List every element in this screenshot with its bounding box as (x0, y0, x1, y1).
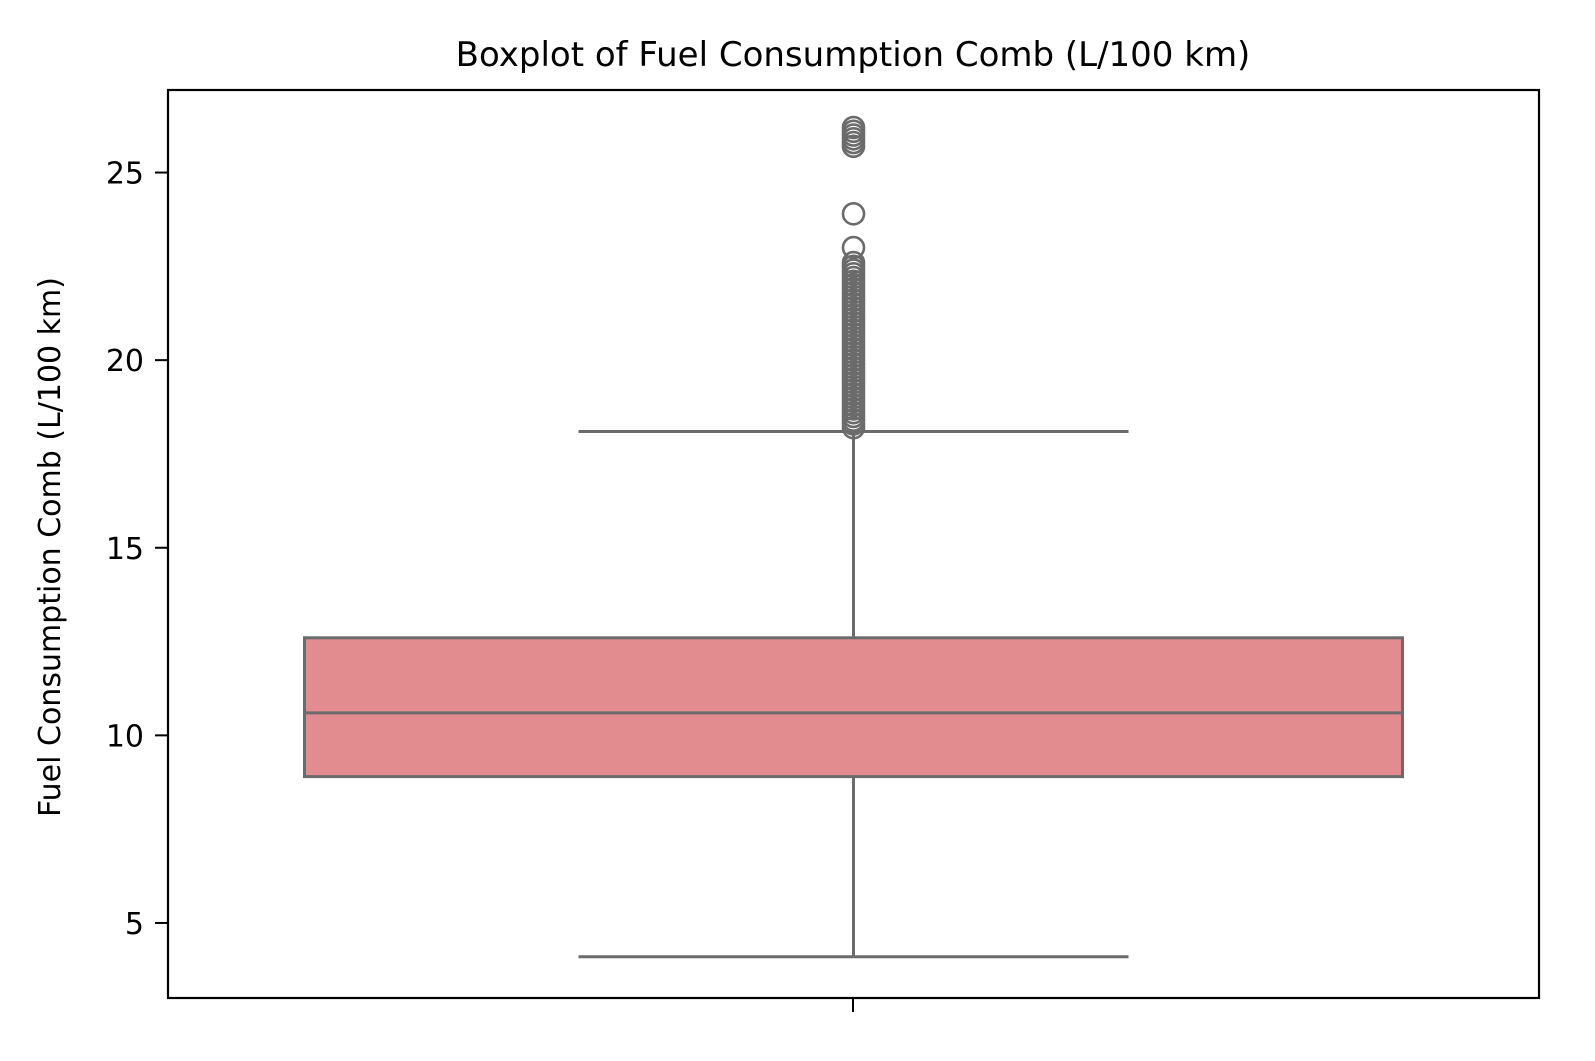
y-tick-label: 25 (106, 157, 144, 192)
outlier-point (841, 235, 866, 260)
y-tick-label: 20 (106, 344, 144, 379)
plot-area (303, 115, 1404, 959)
outlier-point (841, 250, 866, 275)
outlier-point (841, 115, 866, 140)
y-axis-ticks: 5 10 15 20 25 (106, 157, 168, 942)
y-tick-label: 15 (106, 532, 144, 567)
y-tick-label: 10 (106, 719, 144, 754)
chart-title: Boxplot of Fuel Consumption Comb (L/100 … (456, 35, 1251, 75)
y-tick-label: 5 (125, 907, 144, 942)
y-axis-label: Fuel Consumption Comb (L/100 km) (33, 277, 68, 817)
iqr-box (303, 636, 1404, 779)
outlier-point (841, 202, 866, 226)
